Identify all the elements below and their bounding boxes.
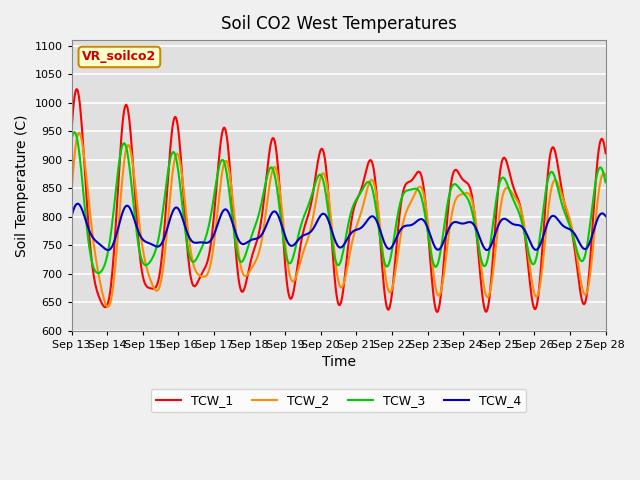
TCW_1 xyxy=(73,86,81,92)
TCW_4 xyxy=(436,246,444,252)
TCW_3 xyxy=(68,137,76,143)
TCW_1 xyxy=(383,304,390,310)
TCW_4 xyxy=(209,235,216,240)
TCW_1 xyxy=(436,297,444,303)
TCW_2 xyxy=(186,245,194,251)
TCW_4 xyxy=(602,213,609,219)
TCW_2 xyxy=(436,291,444,297)
Legend: TCW_1, TCW_2, TCW_3, TCW_4: TCW_1, TCW_2, TCW_3, TCW_4 xyxy=(151,389,526,412)
TCW_1 xyxy=(602,150,609,156)
TCW_2 xyxy=(384,285,392,290)
Title: Soil CO2 West Temperatures: Soil CO2 West Temperatures xyxy=(221,15,456,33)
TCW_2 xyxy=(104,304,112,310)
Line: TCW_2: TCW_2 xyxy=(72,133,605,307)
TCW_1 xyxy=(209,228,216,233)
TCW_2 xyxy=(554,181,562,187)
TCW_3 xyxy=(436,250,444,256)
TCW_1 xyxy=(554,165,562,170)
Line: TCW_4: TCW_4 xyxy=(72,204,605,250)
TCW_4 xyxy=(186,235,193,241)
TCW_3 xyxy=(70,129,78,135)
TCW_3 xyxy=(554,187,562,192)
TCW_3 xyxy=(209,198,217,204)
TCW_1 xyxy=(331,278,339,284)
TCW_3 xyxy=(332,258,339,264)
Line: TCW_1: TCW_1 xyxy=(72,89,605,312)
TCW_4 xyxy=(68,213,76,219)
TCW_4 xyxy=(383,244,390,250)
Text: VR_soilco2: VR_soilco2 xyxy=(83,50,157,63)
TCW_1 xyxy=(68,127,76,132)
TCW_4 xyxy=(331,237,339,243)
TCW_2 xyxy=(209,246,217,252)
TCW_3 xyxy=(95,270,102,276)
X-axis label: Time: Time xyxy=(322,355,356,370)
Line: TCW_3: TCW_3 xyxy=(72,132,605,273)
Y-axis label: Soil Temperature (C): Soil Temperature (C) xyxy=(15,114,29,257)
TCW_2 xyxy=(75,130,83,136)
TCW_3 xyxy=(602,180,609,185)
TCW_1 xyxy=(186,266,193,272)
TCW_1 xyxy=(433,309,441,315)
TCW_2 xyxy=(68,189,76,194)
TCW_2 xyxy=(332,261,339,266)
TCW_4 xyxy=(483,247,491,253)
TCW_3 xyxy=(186,255,194,261)
TCW_4 xyxy=(74,201,81,206)
TCW_3 xyxy=(384,264,392,269)
TCW_4 xyxy=(554,217,562,223)
TCW_2 xyxy=(602,172,609,178)
